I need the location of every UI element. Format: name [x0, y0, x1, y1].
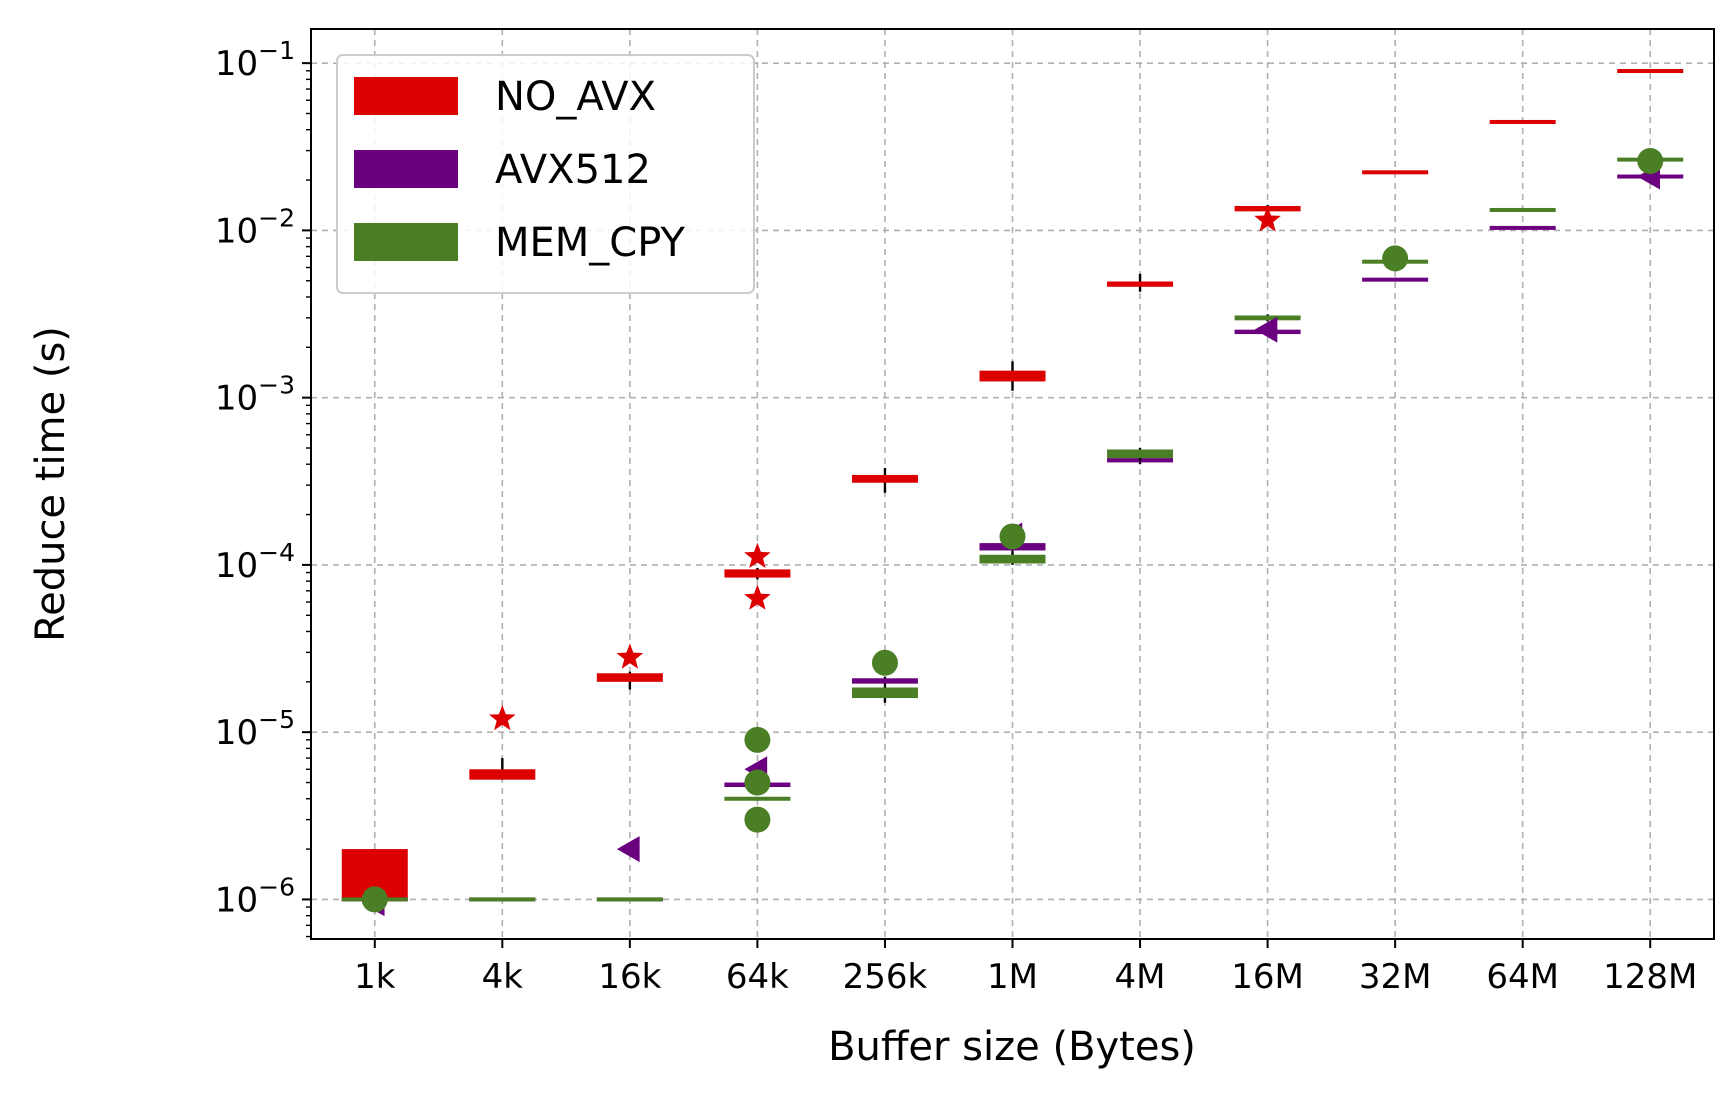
box-avx512	[1489, 225, 1556, 230]
x-tick-label: 1M	[987, 957, 1038, 997]
box-mem_cpy	[469, 897, 536, 902]
outlier-star	[744, 542, 771, 568]
outlier-circle	[999, 523, 1026, 550]
box-no_avx	[469, 769, 536, 780]
y-axis-label: Reduce time (s)	[28, 326, 74, 642]
y-tick-label: 10−5	[215, 705, 295, 753]
outlier-circle	[744, 726, 771, 753]
legend-label: MEM_CPY	[495, 220, 685, 266]
legend-swatch	[354, 150, 458, 188]
box-mem_cpy	[1234, 315, 1301, 321]
box-mem_cpy	[724, 796, 791, 801]
legend-swatch	[354, 77, 458, 115]
outlier-star	[1254, 206, 1281, 232]
box-no_avx	[724, 569, 791, 578]
outlier-star	[616, 643, 644, 669]
box-mem_cpy	[596, 897, 663, 902]
box-mem_cpy	[851, 687, 918, 699]
legend-label: NO_AVX	[495, 74, 656, 120]
box-no_avx	[1617, 68, 1684, 73]
box-avx512	[1362, 277, 1429, 282]
outlier-triangle	[1254, 316, 1278, 343]
x-tick-label: 16M	[1231, 957, 1304, 997]
axis-ticks	[302, 62, 1652, 948]
outlier-circle	[1382, 245, 1409, 272]
outlier-circle	[744, 806, 771, 833]
box-avx512	[851, 678, 918, 684]
y-tick-label: 10−1	[215, 36, 295, 84]
outlier-star	[744, 584, 771, 610]
x-tick-label: 128M	[1603, 957, 1697, 997]
x-tick-label: 256k	[843, 957, 928, 997]
box-mem_cpy	[1489, 207, 1556, 212]
outlier-circle	[871, 649, 898, 676]
outlier-circle	[1637, 147, 1664, 174]
box-mem_cpy	[979, 554, 1046, 564]
legend-label: AVX512	[495, 147, 651, 193]
x-tick-label: 4k	[482, 957, 524, 997]
box-no_avx	[979, 370, 1046, 382]
outlier-triangle	[616, 836, 640, 863]
x-axis-label: Buffer size (Bytes)	[828, 1024, 1196, 1070]
box-mem_cpy	[1107, 449, 1174, 459]
legend-swatch	[354, 223, 458, 261]
x-tick-label: 32M	[1359, 957, 1432, 997]
x-tick-label: 1k	[354, 957, 396, 997]
box-no_avx	[1362, 170, 1429, 175]
x-tick-label: 4M	[1115, 957, 1166, 997]
box-no_avx	[1489, 119, 1556, 124]
y-tick-labels: 10−6 10−5 10−4 10−3 10−2 10−1	[215, 36, 295, 920]
outlier-circle	[744, 769, 771, 796]
box-no_avx	[851, 474, 918, 483]
outlier-star	[489, 704, 516, 731]
y-tick-label: 10−6	[215, 872, 295, 920]
y-tick-label: 10−3	[215, 371, 295, 419]
box-no_avx	[1107, 281, 1174, 287]
x-tick-label: 16k	[598, 957, 661, 997]
x-tick-label: 64k	[726, 957, 789, 997]
legend: NO_AVX AVX512 MEM_CPY	[336, 54, 755, 294]
x-tick-label: 64M	[1486, 957, 1559, 997]
y-tick-label: 10−2	[215, 203, 295, 251]
box-no_avx	[596, 673, 663, 682]
outliers-layer	[361, 147, 1664, 917]
y-tick-label: 10−4	[215, 538, 295, 586]
x-tick-labels: 1k 4k 16k 64k 256k 1M 4M 16M 32M 64M 128M	[354, 957, 1697, 997]
outlier-circle	[361, 886, 388, 913]
